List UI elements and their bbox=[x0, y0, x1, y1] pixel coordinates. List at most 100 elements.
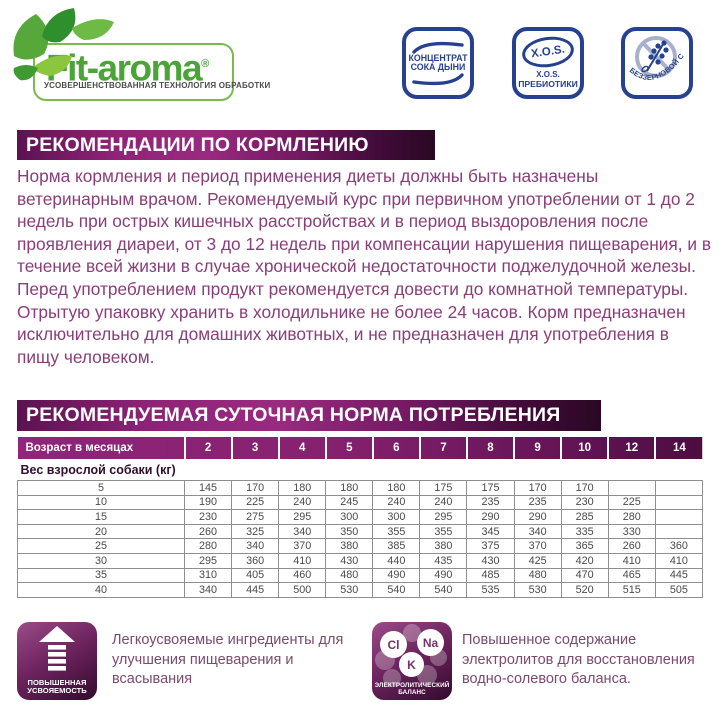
norm-value-cell bbox=[654, 509, 704, 525]
digestibility-label-line1: ПОВЫШЕННАЯ bbox=[27, 677, 87, 687]
norm-value-cell: 410 bbox=[654, 552, 704, 569]
brand-text: Fit-aroma bbox=[46, 47, 203, 89]
weight-cell: 40 bbox=[17, 582, 185, 598]
logo-frame bbox=[33, 43, 234, 101]
age-col-header: 12 bbox=[607, 437, 656, 459]
faint-circle-icon bbox=[383, 669, 401, 687]
digestibility-text: Легкоусвояемые ингредиенты для улучшения… bbox=[112, 632, 344, 687]
norm-value-cell: 180 bbox=[278, 480, 327, 496]
norm-value-cell: 235 bbox=[466, 494, 515, 511]
age-col-header: 4 bbox=[277, 437, 326, 459]
potassium-circle: K bbox=[399, 652, 424, 677]
norm-value-cell: 350 bbox=[325, 523, 374, 540]
digestibility-badge-label: ПОВЫШЕННАЯ УСВОЯЕМОСТЬ bbox=[17, 677, 97, 696]
norm-value-cell: 340 bbox=[278, 523, 327, 540]
badge-melon-juice: КОНЦЕНТРАТ СОКА ДЫНИ bbox=[402, 27, 474, 99]
weight-cell: 35 bbox=[17, 567, 185, 584]
norm-value-cell: 225 bbox=[607, 494, 656, 511]
norm-value-cell: 490 bbox=[419, 567, 468, 584]
swoosh-bottom-icon bbox=[412, 72, 464, 85]
norm-value-cell: 360 bbox=[654, 538, 704, 554]
xos-ellipse-icon: X.O.S. bbox=[520, 33, 576, 71]
table-row: 35 310 405 460 480 490 490 485 480 470 465 445 bbox=[17, 567, 704, 584]
norm-value-cell: 235 bbox=[513, 494, 562, 511]
norm-value-cell: 300 bbox=[372, 509, 421, 525]
table-row: 40 340 445 500 530 540 540 535 530 520 515 505 bbox=[17, 582, 704, 598]
norm-value-cell: 240 bbox=[419, 494, 468, 511]
norm-value-cell: 230 bbox=[183, 509, 233, 525]
norm-value-cell: 280 bbox=[607, 509, 656, 525]
table-row: 30 295 360 410 430 440 435 430 425 420 410 410 bbox=[17, 552, 704, 569]
norm-value-cell: 435 bbox=[419, 552, 468, 569]
norm-value-cell: 335 bbox=[560, 523, 609, 540]
weight-cell: 15 bbox=[17, 509, 185, 525]
norm-value-cell: 530 bbox=[325, 582, 374, 598]
digestibility-badge: ПОВЫШЕННАЯ УСВОЯЕМОСТЬ bbox=[17, 622, 97, 700]
weight-cell: 10 bbox=[17, 494, 185, 511]
norm-value-cell: 180 bbox=[325, 480, 374, 496]
norm-value-cell: 190 bbox=[183, 494, 233, 511]
weight-cell: 20 bbox=[17, 523, 185, 540]
norm-value-cell: 460 bbox=[278, 567, 327, 584]
norm-value-cell: 425 bbox=[513, 552, 562, 569]
table-row: 5 145 170 180 180 180 175 175 170 170 bbox=[17, 480, 704, 496]
norm-value-cell: 295 bbox=[278, 509, 327, 525]
table-row: 25 280 340 370 380 385 380 375 370 365 260 360 bbox=[17, 538, 704, 554]
norm-value-cell: 440 bbox=[372, 552, 421, 569]
norm-value-cell: 290 bbox=[513, 509, 562, 525]
norm-value-cell: 505 bbox=[654, 582, 704, 598]
norm-value-cell: 180 bbox=[372, 480, 421, 496]
table-row: 10 190 225 240 245 240 240 235 235 230 225 bbox=[17, 494, 704, 511]
weight-cell: 5 bbox=[17, 480, 185, 496]
norm-value-cell: 500 bbox=[278, 582, 327, 598]
age-col-header: 14 bbox=[654, 437, 703, 459]
norm-value-cell: 445 bbox=[654, 567, 704, 584]
norm-value-cell: 470 bbox=[560, 567, 609, 584]
age-col-header: 8 bbox=[465, 437, 515, 459]
grain-free-icon: БЕЗЗЕРНОВОЙ СОСТАВ bbox=[625, 31, 686, 82]
norm-value-cell: 445 bbox=[231, 582, 280, 598]
badge-xos-line1: X.O.S. bbox=[536, 70, 560, 79]
norm-value-cell: 360 bbox=[231, 552, 280, 569]
norm-value-cell: 285 bbox=[560, 509, 609, 525]
logo-tagline: УСОВЕРШЕНСТВОВАННАЯ ТЕХНОЛОГИЯ ОБРАБОТКИ bbox=[44, 81, 271, 90]
registered-mark: ® bbox=[201, 58, 210, 70]
norm-value-cell: 370 bbox=[278, 538, 327, 554]
electrolyte-text: Повышенное содержание электролитов для в… bbox=[462, 632, 695, 687]
norm-value-cell: 380 bbox=[325, 538, 374, 554]
norm-value-cell: 355 bbox=[419, 523, 468, 540]
norm-value-cell: 340 bbox=[231, 538, 280, 554]
norm-value-cell bbox=[654, 494, 704, 511]
norm-value-cell: 240 bbox=[278, 494, 327, 511]
norm-value-cell: 430 bbox=[466, 552, 515, 569]
digestibility-label-line2: УСВОЯЕМОСТЬ bbox=[27, 686, 87, 696]
leaves-icon bbox=[13, 8, 114, 81]
norm-value-cell: 325 bbox=[231, 523, 280, 540]
age-col-header: 5 bbox=[324, 437, 373, 459]
norm-value-cell: 385 bbox=[372, 538, 421, 554]
table-row: 15 230 275 295 300 300 295 290 290 285 280 bbox=[17, 509, 704, 525]
norm-value-cell: 430 bbox=[325, 552, 374, 569]
age-header-row: Возраст в месяцах 2 3 4 5 6 7 8 9 10 12 14 bbox=[17, 437, 703, 459]
age-header-label: Возраст в месяцах bbox=[25, 442, 134, 454]
norm-value-cell: 230 bbox=[560, 494, 609, 511]
norm-value-cell: 310 bbox=[183, 567, 233, 584]
norm-value-cell: 520 bbox=[560, 582, 609, 598]
age-col-header: 3 bbox=[230, 437, 279, 459]
norm-value-cell: 175 bbox=[466, 480, 515, 496]
norm-value-cell bbox=[654, 523, 704, 540]
norm-value-cell: 530 bbox=[513, 582, 562, 598]
norm-value-cell: 380 bbox=[419, 538, 468, 554]
norm-value-cell: 260 bbox=[607, 538, 656, 554]
norm-value-cell: 225 bbox=[231, 494, 280, 511]
norm-title: РЕКОМЕНДУЕМАЯ СУТОЧНАЯ НОРМА ПОТРЕБЛЕНИЯ bbox=[17, 400, 601, 431]
norm-value-cell: 240 bbox=[372, 494, 421, 511]
norm-value-cell: 245 bbox=[325, 494, 374, 511]
norm-value-cell: 480 bbox=[513, 567, 562, 584]
age-col-header: 7 bbox=[418, 437, 467, 459]
sodium-circle: Na bbox=[417, 629, 444, 656]
norm-value-cell: 280 bbox=[183, 538, 233, 554]
weight-cell: 30 bbox=[17, 552, 185, 569]
badge-xos-line2: ПРЕБИОТИКИ bbox=[518, 78, 578, 89]
norm-value-cell: 485 bbox=[466, 567, 515, 584]
